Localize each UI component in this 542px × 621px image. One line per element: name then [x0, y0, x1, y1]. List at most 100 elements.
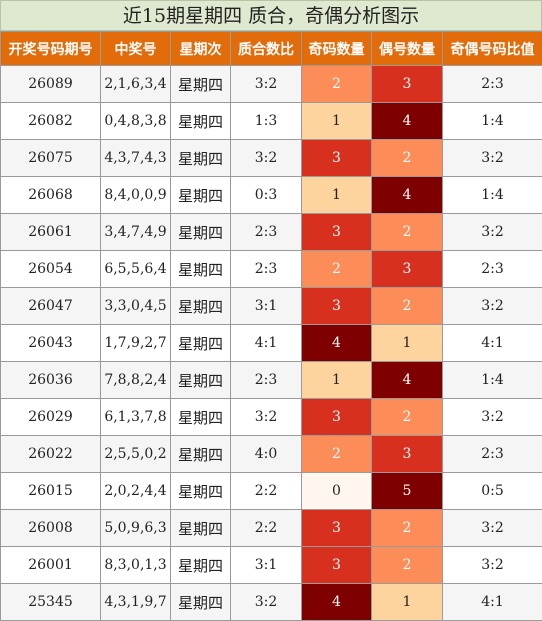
- cell-prime-ratio: 3:1: [231, 288, 302, 325]
- cell-prime-ratio: 2:3: [231, 214, 302, 251]
- cell-odd-count: 2: [302, 251, 372, 288]
- cell-numbers: 2,0,2,4,4: [101, 473, 171, 510]
- cell-odd-even-ratio: 2:3: [443, 436, 542, 473]
- cell-odd-even-ratio: 3:2: [443, 140, 542, 177]
- cell-odd-count: 4: [302, 325, 372, 362]
- cell-weekday: 星期四: [171, 140, 231, 177]
- cell-prime-ratio: 3:1: [231, 547, 302, 584]
- cell-issue: 26015: [1, 473, 101, 510]
- cell-numbers: 3,3,0,4,5: [101, 288, 171, 325]
- cell-prime-ratio: 3:2: [231, 66, 302, 103]
- cell-odd-even-ratio: 1:4: [443, 362, 542, 399]
- cell-odd-count: 3: [302, 547, 372, 584]
- cell-even-count: 5: [372, 473, 443, 510]
- header-odd-even-ratio: 奇偶号码比值: [443, 32, 542, 66]
- cell-odd-even-ratio: 4:1: [443, 584, 542, 621]
- cell-weekday: 星期四: [171, 214, 231, 251]
- cell-odd-even-ratio: 3:2: [443, 214, 542, 251]
- header-issue: 开奖号码期号: [1, 32, 101, 66]
- cell-even-count: 3: [372, 251, 443, 288]
- cell-issue: 26043: [1, 325, 101, 362]
- cell-prime-ratio: 2:2: [231, 473, 302, 510]
- cell-numbers: 3,4,7,4,9: [101, 214, 171, 251]
- cell-prime-ratio: 3:2: [231, 140, 302, 177]
- cell-odd-count: 3: [302, 288, 372, 325]
- cell-weekday: 星期四: [171, 251, 231, 288]
- cell-odd-count: 1: [302, 362, 372, 399]
- cell-even-count: 1: [372, 584, 443, 621]
- cell-weekday: 星期四: [171, 66, 231, 103]
- cell-issue: 26082: [1, 103, 101, 140]
- cell-numbers: 8,4,0,0,9: [101, 177, 171, 214]
- cell-odd-count: 3: [302, 214, 372, 251]
- cell-even-count: 2: [372, 140, 443, 177]
- cell-numbers: 4,3,1,9,7: [101, 584, 171, 621]
- cell-odd-count: 3: [302, 399, 372, 436]
- cell-even-count: 2: [372, 288, 443, 325]
- cell-odd-count: 1: [302, 103, 372, 140]
- cell-issue: 26047: [1, 288, 101, 325]
- cell-even-count: 2: [372, 547, 443, 584]
- cell-prime-ratio: 2:3: [231, 362, 302, 399]
- cell-issue: 26075: [1, 140, 101, 177]
- cell-odd-even-ratio: 1:4: [443, 103, 542, 140]
- analysis-table: 开奖号码期号 中奖号 星期次 质合数比 奇码数量 偶号数量 奇偶号码比值 260…: [0, 31, 542, 621]
- cell-issue: 26001: [1, 547, 101, 584]
- cell-numbers: 2,1,6,3,4: [101, 66, 171, 103]
- cell-even-count: 4: [372, 103, 443, 140]
- cell-numbers: 8,3,0,1,3: [101, 547, 171, 584]
- page-title: 近15期星期四 质合，奇偶分析图示: [0, 0, 542, 31]
- cell-even-count: 4: [372, 177, 443, 214]
- cell-odd-count: 3: [302, 510, 372, 547]
- table-header-row: 开奖号码期号 中奖号 星期次 质合数比 奇码数量 偶号数量 奇偶号码比值: [1, 32, 542, 66]
- cell-odd-count: 2: [302, 436, 372, 473]
- cell-weekday: 星期四: [171, 103, 231, 140]
- cell-odd-even-ratio: 0:5: [443, 473, 542, 510]
- cell-weekday: 星期四: [171, 584, 231, 621]
- cell-odd-even-ratio: 3:2: [443, 510, 542, 547]
- cell-weekday: 星期四: [171, 325, 231, 362]
- header-prime-ratio: 质合数比: [231, 32, 302, 66]
- cell-prime-ratio: 3:2: [231, 584, 302, 621]
- cell-prime-ratio: 1:3: [231, 103, 302, 140]
- cell-odd-even-ratio: 3:2: [443, 399, 542, 436]
- cell-prime-ratio: 2:3: [231, 251, 302, 288]
- cell-odd-count: 4: [302, 584, 372, 621]
- cell-numbers: 6,5,5,6,4: [101, 251, 171, 288]
- cell-odd-even-ratio: 3:2: [443, 547, 542, 584]
- cell-issue: 26022: [1, 436, 101, 473]
- cell-weekday: 星期四: [171, 547, 231, 584]
- cell-even-count: 2: [372, 399, 443, 436]
- cell-issue: 25345: [1, 584, 101, 621]
- cell-odd-even-ratio: 2:3: [443, 251, 542, 288]
- header-numbers: 中奖号: [101, 32, 171, 66]
- cell-even-count: 4: [372, 362, 443, 399]
- cell-weekday: 星期四: [171, 473, 231, 510]
- cell-odd-count: 3: [302, 140, 372, 177]
- header-weekday: 星期次: [171, 32, 231, 66]
- cell-numbers: 6,1,3,7,8: [101, 399, 171, 436]
- cell-even-count: 1: [372, 325, 443, 362]
- cell-numbers: 4,3,7,4,3: [101, 140, 171, 177]
- cell-weekday: 星期四: [171, 288, 231, 325]
- cell-issue: 26061: [1, 214, 101, 251]
- cell-odd-count: 0: [302, 473, 372, 510]
- cell-even-count: 3: [372, 66, 443, 103]
- cell-issue: 26068: [1, 177, 101, 214]
